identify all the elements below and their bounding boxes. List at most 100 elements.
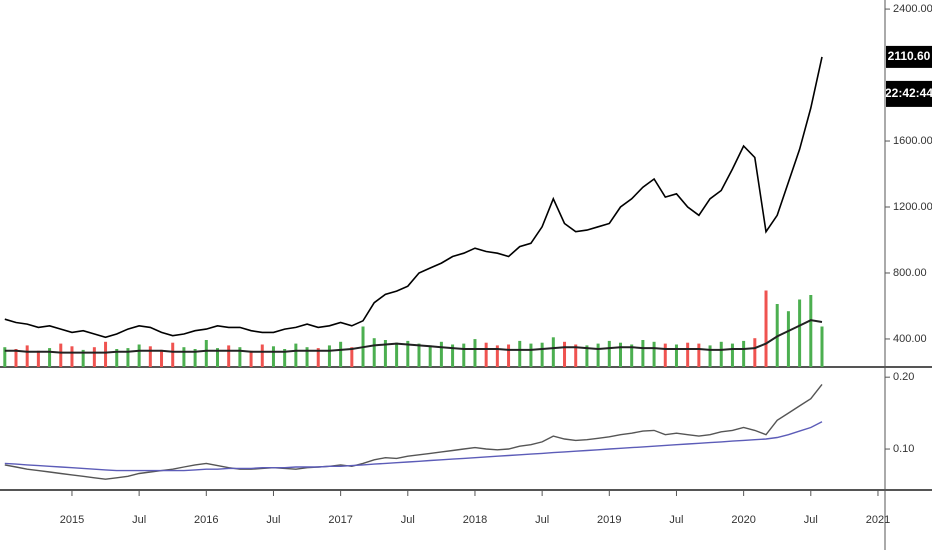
volume-bar: [585, 345, 589, 367]
volume-bar: [809, 295, 813, 367]
series-line: [4, 421, 823, 472]
volume-bar: [104, 341, 108, 367]
volume-bar: [3, 347, 7, 367]
volume-bar: [439, 341, 443, 367]
y-tick-label: 1600.00: [893, 135, 932, 147]
volume-bar: [92, 347, 96, 367]
x-tick-label: 2018: [463, 514, 487, 526]
volume-bar: [719, 341, 723, 367]
volume-bar: [327, 345, 331, 367]
volume-bar: [14, 349, 18, 367]
volume-bar: [540, 342, 544, 367]
volume-bar: [70, 346, 74, 367]
y-tick-label: 800.00: [893, 267, 927, 279]
volume-bar: [283, 349, 287, 367]
volume-bar: [484, 342, 488, 367]
volume-bar: [574, 344, 578, 367]
volume-bar: [473, 339, 477, 367]
countdown-box: [886, 80, 932, 107]
x-tick-label: Jul: [132, 514, 146, 526]
price-tag-box: [886, 45, 932, 68]
price-tag: 2110.60: [888, 49, 931, 63]
volume-bar: [820, 326, 824, 367]
volume-bar: [753, 338, 757, 367]
series-line: [4, 56, 823, 339]
volume-bar: [674, 344, 678, 367]
volume-bar: [697, 343, 701, 367]
y-tick-label: 400.00: [893, 333, 927, 345]
x-tick-label: 2016: [194, 514, 218, 526]
volume-bar: [294, 343, 298, 367]
volume-bar: [25, 345, 29, 367]
volume-bar: [686, 342, 690, 367]
x-tick-label: 2021: [866, 514, 890, 526]
volume-bar: [529, 343, 533, 367]
volume-bar: [48, 348, 52, 367]
x-tick-label: Jul: [804, 514, 818, 526]
volume-bar: [350, 347, 354, 367]
y-tick-label: 2400.00: [893, 3, 932, 15]
volume-bar: [137, 344, 141, 367]
x-tick-label: 2015: [60, 514, 84, 526]
volume-bar: [742, 340, 746, 367]
x-tick-label: 2019: [597, 514, 621, 526]
volume-bar: [249, 350, 253, 367]
y-tick-label: 0.10: [893, 443, 914, 455]
volume-bar: [395, 342, 399, 367]
volume-bar: [160, 349, 164, 367]
countdown: 22:42:44: [885, 86, 932, 100]
volume-bar: [596, 343, 600, 367]
x-tick-label: Jul: [266, 514, 280, 526]
volume-bar: [171, 342, 175, 367]
volume-bar: [305, 347, 309, 367]
volume-bar: [417, 343, 421, 367]
volume-bar: [495, 345, 499, 367]
volume-bar: [551, 337, 555, 367]
volume-bar: [618, 342, 622, 367]
volume-bar: [372, 338, 376, 367]
volume-bar: [148, 346, 152, 367]
volume-bar: [227, 345, 231, 367]
y-tick-label: 1200.00: [893, 201, 932, 213]
volume-bar: [708, 345, 712, 367]
x-tick-label: Jul: [535, 514, 549, 526]
volume-bar: [36, 350, 40, 367]
volume-bar: [786, 311, 790, 367]
volume-bar: [406, 340, 410, 367]
volume-bar: [563, 341, 567, 367]
volume-bar: [271, 346, 275, 367]
volume-bar: [81, 349, 85, 367]
volume-bar: [215, 348, 219, 367]
volume-bar: [238, 347, 242, 367]
volume-bar: [507, 344, 511, 367]
x-tick-label: Jul: [669, 514, 683, 526]
volume-bar: [428, 345, 432, 367]
volume-bar: [462, 343, 466, 367]
volume-bar: [451, 344, 455, 367]
volume-bar: [182, 347, 186, 367]
volume-bar: [316, 348, 320, 367]
y-tick-label: 0.20: [893, 371, 914, 383]
volume-bar: [764, 290, 768, 367]
volume-bar: [59, 343, 63, 367]
x-tick-label: 2017: [328, 514, 352, 526]
volume-bar: [115, 349, 119, 367]
volume-bar: [663, 343, 667, 367]
series-line: [4, 383, 823, 480]
x-tick-label: 2020: [731, 514, 755, 526]
volume-bar: [730, 343, 734, 367]
volume-bar: [339, 341, 343, 367]
series-line: [4, 319, 823, 354]
volume-bar: [607, 340, 611, 367]
volume-bar: [518, 340, 522, 367]
x-tick-label: Jul: [401, 514, 415, 526]
volume-bar: [383, 340, 387, 367]
volume-bar: [204, 340, 208, 367]
volume-bar: [652, 341, 656, 367]
volume-bar: [641, 340, 645, 367]
volume-bar: [630, 344, 634, 367]
volume-bar: [193, 349, 197, 367]
volume-bar: [126, 348, 130, 367]
